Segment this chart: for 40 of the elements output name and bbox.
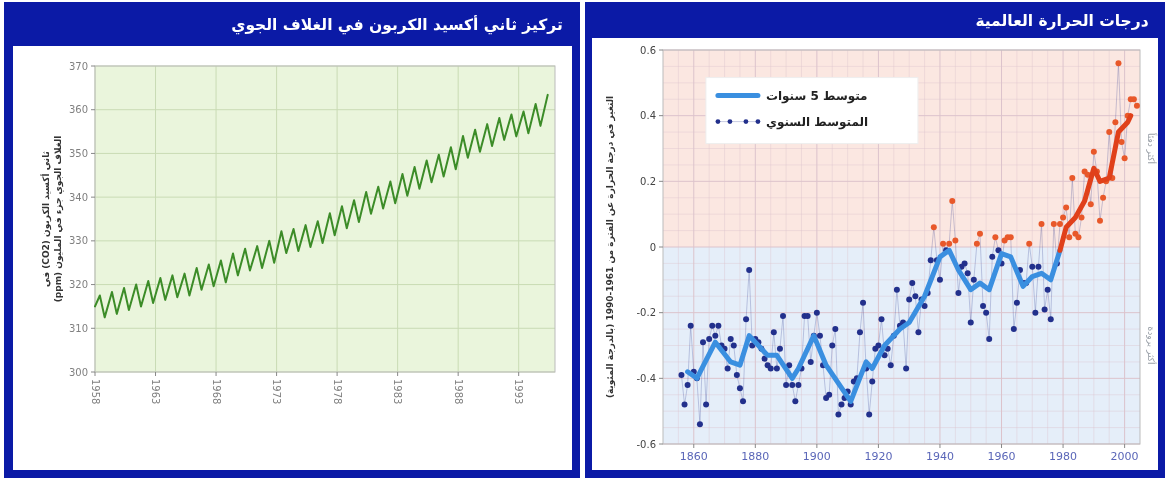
x-tick-label: 1960 (987, 450, 1016, 463)
x-tick-label: 1980 (1049, 450, 1078, 463)
chart-title: تركيز ثاني أكسيد الكربون في الغلاف الجوي (231, 15, 563, 35)
y-tick-label: 0.4 (640, 110, 656, 122)
y-axis-title: ثاني أكسيد الكربون (CO2) في الغلاف الجوي جزء في المليون (ppm) (40, 135, 64, 303)
x-tick-label: 1958 (89, 379, 101, 405)
x-tick-label: 1988 (452, 379, 464, 405)
x-tick-label: 1973 (271, 379, 283, 405)
x-tick-label: 2000 (1110, 450, 1139, 463)
legend-label: متوسط 5 سنوات (765, 88, 868, 104)
x-tick-label: 1860 (679, 450, 708, 463)
y-tick-label: 360 (68, 104, 88, 116)
y-tick-label: 330 (68, 235, 88, 247)
band-label: أكثر برودة (1146, 326, 1157, 365)
y-tick-label: -0.4 (636, 372, 656, 384)
y-tick-label: 0.6 (640, 44, 656, 56)
x-tick-label: 1920 (864, 450, 893, 463)
y-tick-label: 350 (68, 147, 88, 159)
x-tick-label: 1880 (741, 450, 770, 463)
y-tick-label: -0.6 (636, 438, 656, 450)
y-tick-label: 370 (68, 60, 88, 72)
line-series (94, 93, 549, 319)
band-label: أكثر دفئاً (1146, 131, 1158, 165)
x-tick-label: 1963 (150, 379, 162, 405)
x-tick-label: 1968 (210, 379, 222, 405)
y-tick-label: 300 (68, 366, 88, 378)
x-tick-label: 1900 (802, 450, 831, 463)
y-tick-label: 340 (68, 191, 88, 203)
y-tick-label: 0 (649, 241, 656, 253)
y-tick-label: 0.2 (640, 175, 656, 187)
x-tick-label: 1940 (925, 450, 954, 463)
chart-title: درجات الحرارة العالمية (975, 12, 1149, 30)
y-tick-label: -0.2 (636, 307, 656, 319)
y-axis-title: التغير في درجة الحرارة عن الفترة من 1961-1990 (بالدرجة المئوية) (605, 95, 616, 399)
x-tick-label: 1983 (392, 379, 404, 405)
y-tick-label: 320 (68, 279, 88, 291)
legend-label: المتوسط السنوي (765, 114, 869, 130)
x-tick-label: 1993 (513, 379, 525, 405)
x-tick-label: 1978 (331, 379, 343, 405)
y-tick-label: 310 (68, 322, 88, 334)
